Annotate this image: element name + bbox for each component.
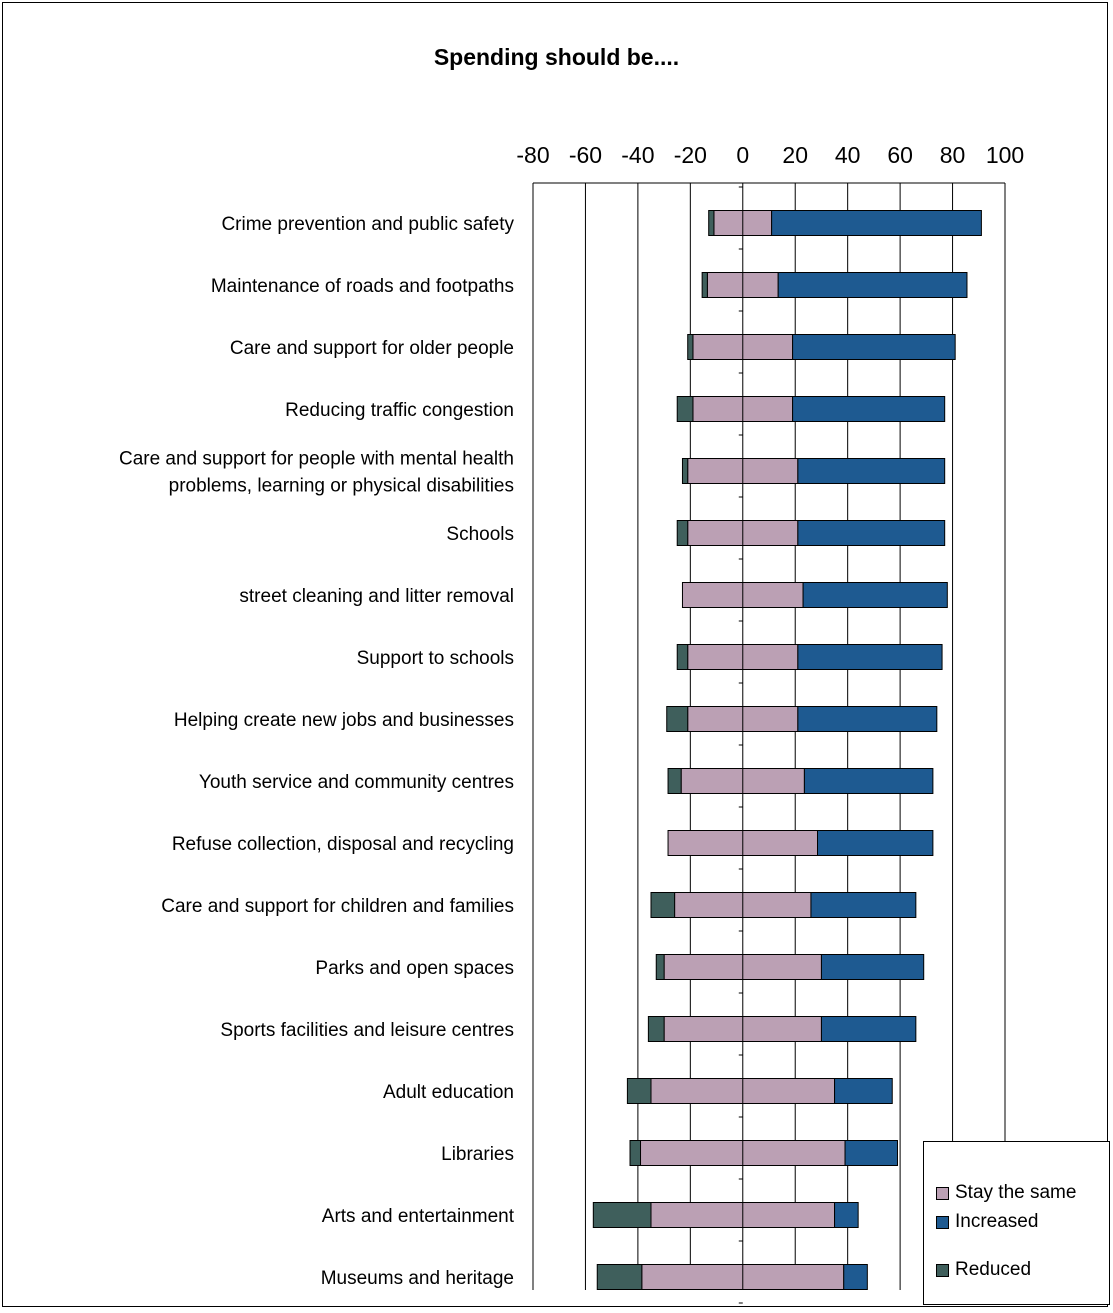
category-label: Adult education [383,1082,514,1103]
x-tick-label: -80 [516,142,549,168]
category-label: Libraries [441,1144,514,1165]
bar-increased [843,1264,868,1290]
legend-label: Reduced [955,1259,1032,1280]
bar-reduced [626,1078,652,1104]
bar-increased [820,954,925,980]
bar-reduced [687,334,694,360]
bar-reduced [701,272,708,298]
category-label: Parks and open spaces [315,958,514,979]
category-label: Museums and heritage [321,1268,514,1289]
bar-reduced [650,892,676,918]
bar-reduced [676,396,694,422]
category-label: Reducing traffic congestion [285,400,514,421]
legend-item-increased: Increased [936,1210,1038,1234]
bar-increased [792,334,956,360]
bar-reduced [676,520,689,546]
legend-label: Stay the same [955,1182,1077,1203]
category-label: Maintenance of roads and footpaths [211,276,514,297]
legend-swatch-stay-the-same [936,1186,949,1200]
bar-increased [777,272,968,298]
x-tick-label: -60 [569,142,602,168]
bar-increased [803,768,934,794]
chart-title: Spending should be.... [433,44,680,70]
category-label: Arts and entertainment [322,1206,515,1227]
legend-swatch-reduced [936,1263,949,1277]
x-axis: -80 -60 -40 -20 0 20 40 60 80 100 [516,142,1024,184]
bar-increased [797,644,943,670]
gridlines [532,183,1006,1304]
bar-increased [844,1140,898,1166]
bar-reduced [666,706,689,732]
x-tick-label: 20 [782,142,808,168]
category-label: Sports facilities and leisure centres [220,1020,514,1041]
bar-reduced [676,644,689,670]
bar-increased [820,1016,917,1042]
category-label: Care and support for children and famili… [161,896,514,917]
legend-item-stay-the-same: Stay the same [936,1181,1076,1205]
category-label: Helping create new jobs and businesses [174,710,514,731]
x-tick-label: 60 [887,142,913,168]
bar-reduced [596,1264,643,1290]
bar-reduced [681,458,689,484]
bar-reduced [592,1202,652,1228]
bars [592,210,982,1290]
category-label: Youth service and community centres [199,772,514,793]
x-tick-label: -20 [674,142,707,168]
category-label: Care and support for people with mental … [119,449,514,470]
category-label: Refuse collection, disposal and recyclin… [172,834,514,855]
bar-increased [792,396,946,422]
legend-swatch-increased [936,1215,949,1229]
bar-reduced [655,954,665,980]
x-tick-label: 80 [940,142,966,168]
bar-increased [797,458,946,484]
legend-item-reduced: Reduced [936,1258,1031,1282]
category-label: Schools [446,524,514,545]
bar-increased [817,830,934,856]
bar-reduced [629,1140,642,1166]
bar-increased [810,892,917,918]
bar-increased [797,520,946,546]
category-label: Care and support for older people [230,338,514,359]
x-tick-label: 40 [835,142,861,168]
category-label: Support to schools [357,648,514,669]
bar-increased [802,582,948,608]
legend-label: Increased [955,1211,1039,1232]
bar-increased [834,1202,859,1228]
x-tick-label: 0 [736,142,749,168]
bar-increased [797,706,938,732]
bar-increased [771,210,982,236]
x-tick-label: -40 [621,142,654,168]
category-label: street cleaning and litter removal [239,586,514,607]
category-label: problems, learning or physical disabilit… [169,476,514,497]
category-label: Crime prevention and public safety [221,214,514,235]
x-tick-label: 100 [986,142,1024,168]
legend: Stay the same Increased Reduced [923,1141,1110,1305]
bar-reduced [647,1016,665,1042]
bar-reduced [667,768,682,794]
bar-reduced [708,210,715,236]
bar-increased [834,1078,893,1104]
category-labels: Crime prevention and public safety Mainte… [119,214,515,1289]
